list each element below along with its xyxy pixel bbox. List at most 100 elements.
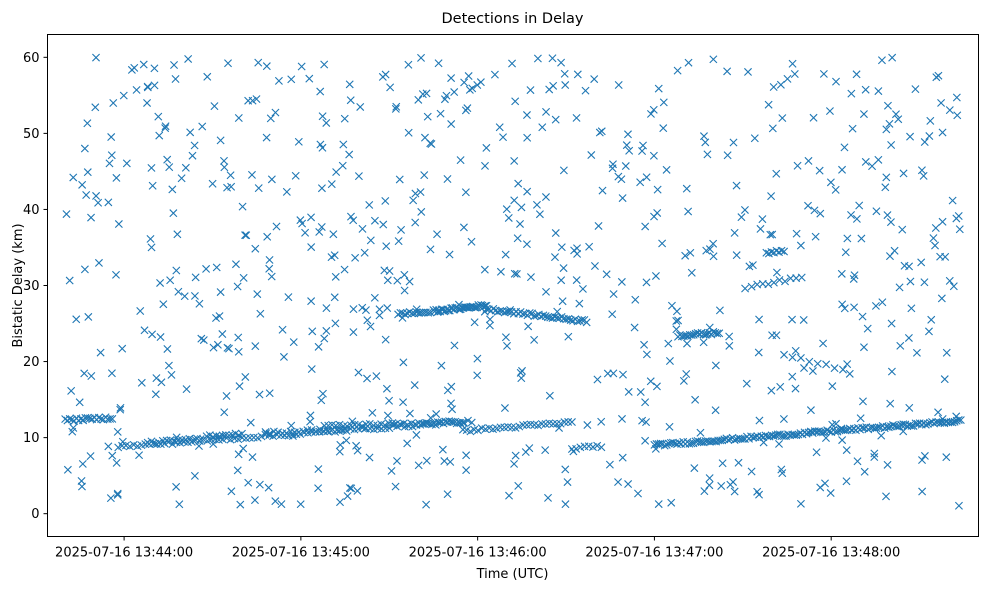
- data-point-912: [315, 425, 324, 434]
- data-point-736: [618, 414, 626, 423]
- data-point-31: [132, 85, 141, 94]
- data-point-165: [510, 459, 519, 468]
- data-point-186: [597, 417, 606, 426]
- data-point-886: [196, 435, 205, 444]
- data-point-600: [468, 84, 477, 93]
- data-point-355: [480, 265, 489, 274]
- data-point-226: [742, 379, 751, 388]
- data-point-54: [500, 404, 509, 413]
- data-point-605: [465, 85, 474, 94]
- data-point-623: [343, 492, 352, 501]
- data-point-567: [331, 319, 340, 328]
- data-point-178: [561, 500, 570, 509]
- data-point-275: [182, 385, 191, 394]
- data-point-404: [605, 460, 614, 469]
- data-point-264: [241, 372, 250, 381]
- data-point-33: [792, 229, 801, 238]
- data-point-149: [641, 398, 650, 407]
- data-point-274: [65, 276, 74, 285]
- data-point-394: [650, 212, 659, 221]
- data-point-119: [423, 112, 432, 121]
- data-point-442: [227, 487, 236, 496]
- data-point-498: [317, 184, 326, 193]
- data-point-339: [119, 91, 128, 100]
- data-point-1285: [777, 246, 786, 255]
- data-point-548: [80, 369, 89, 378]
- data-point-892: [218, 431, 227, 440]
- data-point-34: [870, 453, 879, 462]
- data-point-190: [233, 466, 242, 475]
- data-point-741: [768, 124, 777, 133]
- data-point-312: [885, 119, 894, 128]
- data-point-720: [308, 327, 317, 336]
- data-point-379: [559, 264, 568, 273]
- x-tick-label-3: 2025-07-16 13:47:00: [585, 546, 723, 561]
- data-point-620: [709, 239, 718, 248]
- data-point-728: [940, 375, 949, 384]
- data-point-987: [564, 417, 573, 426]
- data-point-28: [340, 114, 349, 123]
- data-point-710: [590, 75, 599, 84]
- data-point-36: [139, 60, 148, 69]
- data-point-293: [840, 304, 849, 313]
- data-point-647: [347, 484, 356, 493]
- data-point-531: [684, 207, 693, 216]
- data-point-698: [112, 270, 120, 279]
- data-point-23: [403, 439, 412, 448]
- data-point-453: [372, 372, 381, 381]
- data-point-434: [213, 340, 222, 349]
- data-point-561: [361, 306, 370, 315]
- data-point-1292: [822, 360, 831, 369]
- data-point-742: [94, 258, 103, 267]
- data-point-618: [265, 389, 274, 398]
- data-point-268: [392, 102, 401, 111]
- data-point-988: [567, 418, 576, 427]
- data-point-537: [239, 444, 248, 453]
- data-point-415: [416, 188, 425, 197]
- data-point-727: [791, 384, 800, 393]
- data-point-1269: [747, 282, 756, 291]
- data-point-157: [443, 490, 452, 499]
- data-point-435: [638, 147, 647, 156]
- data-point-263: [146, 234, 155, 243]
- data-point-489: [791, 346, 800, 355]
- data-point-538: [156, 333, 165, 342]
- data-point-546: [624, 480, 633, 489]
- data-point-115: [87, 213, 96, 222]
- data-point-508: [929, 234, 938, 243]
- data-point-327: [172, 266, 181, 275]
- data-point-1055: [769, 431, 778, 440]
- data-point-494: [322, 326, 331, 335]
- data-point-9: [104, 442, 113, 451]
- data-point-315: [686, 248, 695, 257]
- data-point-660: [378, 72, 387, 81]
- data-point-318: [772, 268, 781, 277]
- data-point-359: [732, 251, 741, 260]
- data-point-558: [135, 451, 144, 460]
- data-point-142: [557, 58, 566, 67]
- data-point-45: [274, 76, 283, 85]
- data-point-148: [186, 128, 195, 137]
- data-point-719: [654, 500, 663, 509]
- data-point-371: [667, 498, 676, 507]
- data-point-738: [503, 341, 512, 350]
- x-tick-label-2: 2025-07-16 13:46:00: [409, 546, 547, 561]
- data-point-691: [298, 219, 307, 228]
- data-point-677: [608, 310, 617, 319]
- data-point-656: [705, 245, 714, 254]
- data-point-562: [832, 77, 840, 86]
- data-point-512: [700, 487, 709, 496]
- data-point-15: [345, 150, 354, 159]
- data-point-1015: [687, 439, 696, 448]
- data-point-401: [891, 110, 900, 119]
- data-point-1002: [660, 441, 669, 450]
- data-point-253: [251, 244, 260, 253]
- y-tick-label-2: 20: [23, 355, 40, 370]
- data-point-499: [462, 466, 471, 475]
- data-point-662: [405, 409, 414, 418]
- data-point-573: [224, 59, 232, 68]
- data-point-437: [886, 218, 895, 227]
- data-point-450: [190, 471, 199, 480]
- data-point-455: [934, 408, 943, 417]
- data-point-326: [617, 277, 626, 286]
